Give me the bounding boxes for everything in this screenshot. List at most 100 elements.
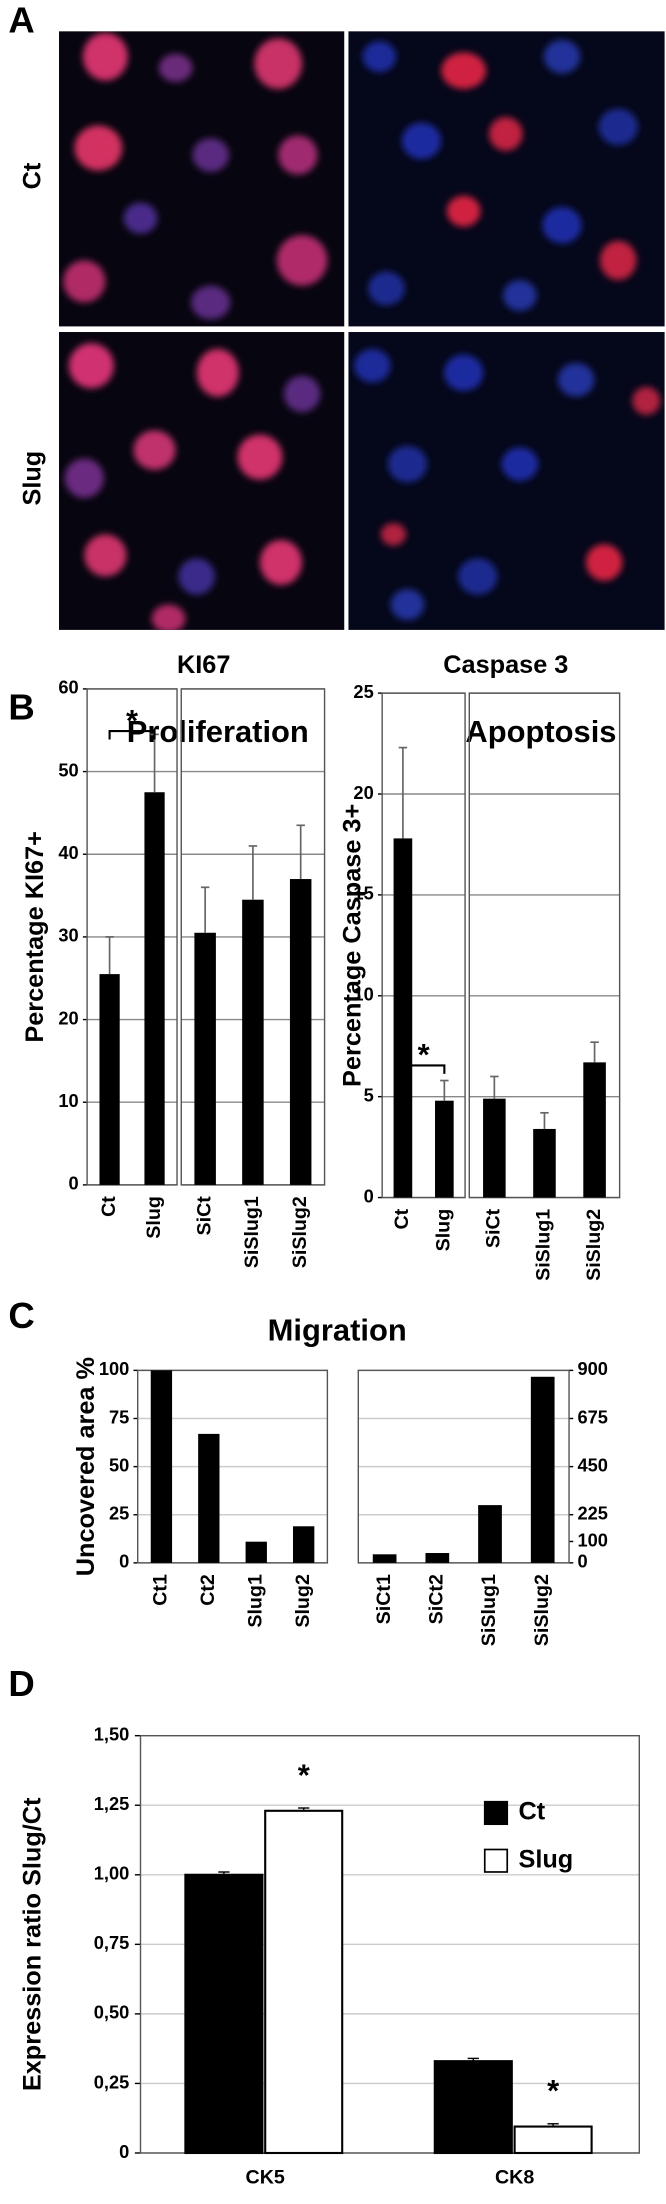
y-tick-label: 25: [353, 681, 373, 702]
bar: [425, 1553, 450, 1563]
x-tick-label: SiCt: [483, 1208, 505, 1248]
y-tick-label: 50: [58, 759, 78, 780]
plot-frame: [136, 1369, 329, 1564]
y-tick-label: 1,50: [94, 1724, 130, 1745]
panel-label: D: [8, 1663, 34, 1704]
bar: [478, 1505, 502, 1563]
y-tick-label: 25: [109, 1503, 129, 1524]
x-tick-label: CK8: [495, 2166, 534, 2188]
x-tick-label: SiSlug2: [289, 1196, 311, 1268]
plot-frame: [381, 692, 466, 1199]
legend-swatch: [483, 1800, 509, 1826]
y-tick-label: 0,25: [94, 2071, 130, 2092]
row-label: Ct: [18, 162, 46, 189]
y2-tick-label: 225: [577, 1503, 607, 1524]
legend-label: Ct: [518, 1798, 545, 1826]
bar: [198, 1433, 220, 1563]
y2-tick-label: 675: [577, 1406, 607, 1427]
x-tick-label: Slug1: [244, 1574, 266, 1628]
y-tick-label: 0,50: [94, 2002, 130, 2023]
bar: [289, 879, 312, 1185]
y-tick-label: 75: [109, 1406, 129, 1427]
bar: [245, 1541, 267, 1563]
y-tick-label: 10: [58, 1090, 78, 1111]
y-axis-label: Percentage KI67+: [21, 831, 49, 1042]
y-tick-label: 10: [353, 984, 373, 1005]
y-tick-label: 20: [58, 1007, 78, 1028]
bar: [184, 1873, 264, 2155]
y-tick-label: 100: [99, 1358, 129, 1379]
panel-label: C: [8, 1295, 34, 1336]
significance-bracket: [108, 730, 156, 740]
bar: [99, 974, 120, 1185]
x-tick-label: SiSlug1: [533, 1209, 555, 1281]
bar: [513, 2125, 593, 2155]
bar: [533, 1128, 556, 1198]
legend-label: Slug: [518, 1845, 573, 1873]
bar: [435, 1100, 454, 1198]
legend-swatch: [483, 1848, 509, 1873]
bar: [194, 932, 216, 1185]
x-tick-label: Ct: [98, 1196, 120, 1217]
x-tick-label: Slug: [433, 1209, 455, 1252]
y2-tick-label: 450: [577, 1454, 607, 1475]
x-tick-label: SiCt: [193, 1196, 215, 1236]
chart-title: Migration: [268, 1313, 407, 1348]
bar: [150, 1370, 173, 1563]
y-tick-label: 1,00: [94, 1863, 130, 1884]
panel-label: B: [8, 687, 34, 728]
y-tick-label: 0: [119, 2141, 129, 2162]
x-tick-label: SiSlug1: [241, 1196, 263, 1268]
y-axis-label: Percentage Caspase 3+: [339, 804, 367, 1087]
y-tick-label: 60: [58, 677, 78, 698]
y-tick-label: 50: [109, 1454, 129, 1475]
y-axis-label: Expression ratio Slug/Ct: [18, 1797, 46, 2091]
y-tick-label: 40: [58, 842, 78, 863]
bar: [372, 1554, 397, 1563]
panel-label: A: [8, 0, 34, 41]
chart-title: Apoptosis: [465, 714, 616, 749]
bar: [264, 1809, 344, 2155]
bar: [144, 792, 165, 1185]
y-tick-label: 0,75: [94, 1932, 130, 1953]
x-tick-label: Ct1: [150, 1574, 172, 1606]
bar: [292, 1526, 315, 1563]
x-tick-label: Slug: [143, 1196, 165, 1239]
plot-frame: [139, 1734, 641, 2154]
plot-frame: [357, 1369, 570, 1564]
column-label: KI67: [177, 651, 230, 679]
y-axis-label: Uncovered area %: [72, 1357, 100, 1576]
x-tick-label: SiSlug2: [583, 1209, 605, 1281]
x-tick-label: Ct: [391, 1208, 413, 1229]
significance-bracket: [401, 1064, 446, 1074]
x-tick-label: CK5: [246, 2166, 285, 2188]
x-tick-label: SiCt1: [373, 1574, 395, 1624]
micrograph-grid: [59, 31, 665, 630]
y-tick-label: 0: [69, 1173, 79, 1194]
bar: [583, 1062, 606, 1198]
chart-title: Proliferation: [127, 714, 309, 749]
bar: [483, 1098, 506, 1198]
bar: [242, 899, 264, 1185]
bar: [393, 838, 413, 1198]
micrograph: [348, 332, 665, 630]
bar: [530, 1376, 555, 1563]
y2-tick-label: 900: [577, 1358, 607, 1379]
y-tick-label: 5: [364, 1084, 374, 1105]
x-tick-label: SiSlug1: [478, 1574, 500, 1646]
row-label: Slug: [18, 451, 46, 506]
y2-tick-label: 0: [577, 1551, 587, 1572]
y-tick-label: 0: [119, 1551, 129, 1572]
y-tick-label: 0: [364, 1185, 374, 1206]
plot-frame: [86, 688, 178, 1186]
x-tick-label: Slug2: [292, 1574, 314, 1628]
x-tick-label: SiCt2: [426, 1574, 448, 1624]
significance-label: *: [418, 1037, 430, 1072]
y-tick-label: 20: [353, 782, 373, 803]
significance-label: *: [547, 2073, 559, 2108]
x-tick-label: Ct2: [197, 1574, 219, 1606]
significance-label: *: [298, 1757, 310, 1792]
y-tick-label: 30: [58, 925, 78, 946]
y-tick-label: 1,25: [94, 1793, 130, 1814]
bar: [433, 2060, 513, 2155]
